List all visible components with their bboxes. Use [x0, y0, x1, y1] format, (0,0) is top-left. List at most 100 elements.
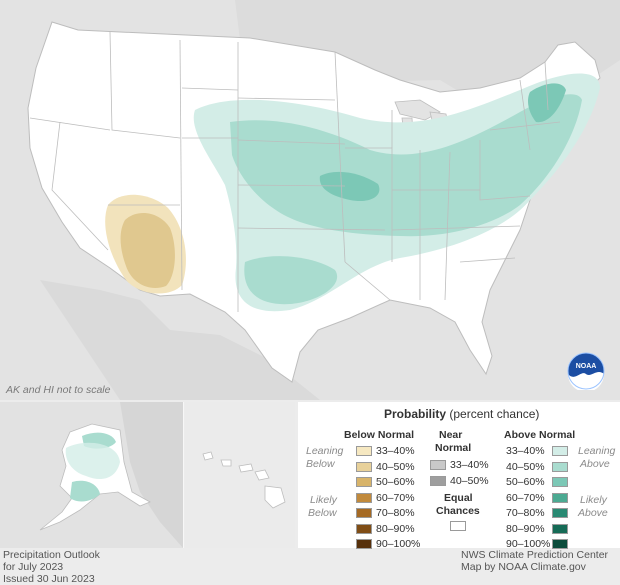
below-bin-label: 40–50% — [376, 460, 415, 473]
above-bin-swatch — [552, 508, 568, 518]
state-border — [334, 51, 346, 263]
legend-title: Probability — [384, 407, 447, 421]
alaska-inset — [0, 402, 184, 548]
equal-chances-label-1: Equal — [444, 492, 473, 504]
above-40-50-area-south — [244, 256, 338, 305]
below-bin-swatch — [356, 492, 372, 503]
state-borders — [29, 31, 561, 312]
inset-scale-note: AK and HI not to scale — [6, 384, 111, 396]
below-bin-label: 90–100% — [376, 538, 421, 550]
above-bin-label: 80–90% — [506, 522, 545, 535]
alaska-map-svg — [39, 402, 183, 548]
near-normal-header-1: Near — [439, 429, 463, 441]
equal-chances-label-2: Chances — [436, 505, 480, 517]
leaning-above-label-2: Above — [580, 458, 610, 470]
state-border — [181, 87, 239, 91]
state-border — [237, 97, 336, 101]
near-bin-label: 33–40% — [450, 459, 489, 471]
above-bin-label: 33–40% — [506, 445, 545, 457]
hawaii-island-oahu — [220, 459, 232, 467]
above-bin-swatch — [552, 446, 568, 456]
hawaii-island-big-island — [264, 485, 286, 509]
below-40-50-area — [120, 213, 175, 288]
above-bin-swatch — [552, 461, 568, 472]
above-bin-swatch — [552, 492, 568, 503]
hawaii-map-svg — [202, 451, 286, 509]
near-normal-header-2: Normal — [435, 442, 472, 454]
likely-below-label-1: Likely — [310, 494, 337, 506]
above-normal-header: Above Normal — [504, 429, 576, 441]
above-50-60-area-midwest — [319, 171, 380, 202]
conus-map-svg — [27, 0, 620, 400]
below-bin-label: 33–40% — [376, 445, 415, 457]
state-border — [179, 39, 183, 291]
likely-above-label-2: Above — [578, 507, 608, 519]
near-bin-swatch — [430, 460, 446, 470]
alaska-above-40-50-area-south — [70, 480, 100, 502]
footer-right: NWS Climate Prediction Center Map by NOA… — [461, 549, 608, 573]
footer-left: Precipitation Outlook for July 2023 Issu… — [3, 549, 100, 585]
above-bin-label: 90–100% — [506, 538, 551, 550]
near-bin-label: 40–50% — [450, 474, 489, 487]
equal-chances-swatch — [450, 521, 466, 531]
state-border — [237, 184, 346, 187]
state-border — [459, 257, 516, 263]
state-border — [344, 261, 391, 301]
state-border — [444, 151, 451, 301]
mexico-region — [40, 280, 320, 400]
below-bin-label: 50–60% — [376, 476, 415, 488]
state-border — [29, 117, 111, 131]
below-bin-swatch — [356, 477, 372, 487]
footer-left-line-3: Issued 30 Jun 2023 — [3, 573, 95, 585]
leaning-below-label-2: Below — [306, 458, 335, 470]
noaa-logo-text: NOAA — [576, 363, 597, 370]
hawaii-island-molokai — [238, 463, 254, 473]
canada-yukon-region — [120, 402, 183, 548]
above-bin-label: 60–70% — [506, 491, 545, 504]
canada-region — [235, 0, 620, 98]
state-border — [489, 121, 561, 131]
probability-legend: Probability (percent chance) Below Norma… — [298, 402, 620, 550]
below-bin-swatch — [356, 461, 372, 472]
likely-below-label-2: Below — [308, 507, 337, 519]
state-border — [51, 121, 109, 251]
noaa-logo-wave — [568, 372, 604, 390]
below-bin-label: 80–90% — [376, 522, 415, 535]
state-border — [237, 227, 386, 231]
below-bin-swatch — [356, 539, 372, 549]
state-border — [109, 31, 181, 139]
below-bin-label: 60–70% — [376, 491, 415, 504]
noaa-logo-ring — [567, 352, 605, 390]
noaa-logo: NOAA — [567, 352, 605, 390]
above-50-60-area-northeast — [528, 83, 566, 123]
leaning-above-label-1: Leaning — [578, 445, 616, 457]
state-border — [237, 139, 346, 145]
above-bin-swatch — [552, 477, 568, 487]
above-bin-label: 40–50% — [506, 460, 545, 473]
likely-above-label-1: Likely — [580, 494, 607, 506]
hawaii-islands — [202, 451, 286, 509]
below-bin-swatch — [356, 508, 372, 518]
below-normal-header: Below Normal — [344, 429, 415, 441]
state-border — [519, 79, 531, 151]
above-bin-label: 50–60% — [506, 476, 545, 488]
near-bin-swatch — [430, 475, 446, 486]
hawaii-island-kauai — [202, 451, 214, 461]
below-bin-swatch — [356, 523, 372, 534]
legend-title-row: Probability (percent chance) — [384, 407, 539, 421]
state-border — [479, 140, 531, 201]
footer-right-line-2: Map by NOAA Climate.gov — [461, 561, 586, 573]
state-border — [544, 61, 549, 111]
alaska-above-33-40-area — [65, 442, 120, 480]
footer-right-line-1: NWS Climate Prediction Center — [461, 549, 609, 561]
below-bin-label: 70–80% — [376, 507, 415, 519]
legend-title-sub: (percent chance) — [449, 407, 540, 421]
footer-left-line-1: Precipitation Outlook — [3, 549, 100, 561]
above-bin-swatch — [552, 523, 568, 534]
leaning-below-label-1: Leaning — [306, 445, 344, 457]
hawaii-inset — [185, 402, 295, 548]
above-bin-swatch — [552, 539, 568, 549]
state-border — [391, 225, 521, 231]
below-bin-swatch — [356, 446, 372, 456]
above-bin-label: 70–80% — [506, 507, 545, 519]
